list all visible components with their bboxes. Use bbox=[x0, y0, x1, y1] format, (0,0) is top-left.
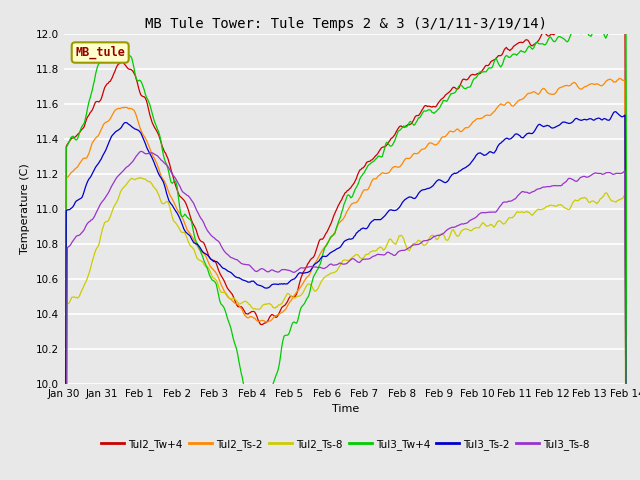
Tul3_Ts-2 bbox=[331, 247, 339, 253]
Tul2_Tw+4 bbox=[365, 158, 372, 164]
Tul3_Tw+4 bbox=[611, 25, 619, 31]
Tul2_Ts-2 bbox=[331, 230, 339, 236]
Line: Tul2_Tw+4: Tul2_Tw+4 bbox=[64, 13, 627, 480]
Tul3_Ts-8 bbox=[611, 171, 619, 177]
Tul2_Ts-8 bbox=[366, 250, 374, 255]
Tul2_Ts-8 bbox=[332, 269, 340, 275]
Tul2_Tw+4 bbox=[396, 124, 403, 130]
Tul3_Ts-2 bbox=[610, 109, 618, 115]
Tul2_Ts-8 bbox=[397, 233, 404, 239]
Tul3_Ts-8 bbox=[523, 189, 531, 195]
Tul3_Ts-8 bbox=[366, 256, 374, 262]
Tul2_Tw+4 bbox=[328, 219, 335, 225]
Tul2_Ts-2 bbox=[522, 94, 529, 99]
Tul3_Ts-2 bbox=[396, 204, 403, 210]
Tul2_Tw+4 bbox=[331, 210, 339, 216]
Tul2_Ts-2 bbox=[365, 185, 372, 191]
Tul2_Ts-8 bbox=[329, 270, 337, 276]
Legend: Tul2_Tw+4, Tul2_Ts-2, Tul2_Ts-8, Tul3_Tw+4, Tul3_Ts-2, Tul3_Ts-8: Tul2_Tw+4, Tul2_Ts-2, Tul2_Ts-8, Tul3_Tw… bbox=[97, 435, 594, 454]
Tul3_Ts-2 bbox=[365, 223, 372, 228]
Tul2_Tw+4 bbox=[522, 37, 529, 43]
Line: Tul3_Ts-2: Tul3_Ts-2 bbox=[64, 112, 627, 480]
Tul3_Tw+4 bbox=[328, 233, 335, 239]
Line: Tul2_Ts-8: Tul2_Ts-8 bbox=[64, 178, 627, 480]
Line: Tul3_Tw+4: Tul3_Tw+4 bbox=[64, 24, 627, 480]
Tul3_Ts-8 bbox=[397, 248, 404, 254]
Line: Tul2_Ts-2: Tul2_Ts-2 bbox=[64, 78, 627, 480]
Tul2_Tw+4 bbox=[610, 21, 618, 27]
Tul3_Ts-8 bbox=[138, 149, 146, 155]
Tul3_Ts-2 bbox=[522, 132, 529, 138]
Tul2_Ts-2 bbox=[396, 164, 403, 170]
Tul3_Tw+4 bbox=[396, 128, 403, 133]
Tul3_Ts-8 bbox=[329, 262, 337, 268]
Line: Tul3_Ts-8: Tul3_Ts-8 bbox=[64, 152, 627, 480]
Tul3_Tw+4 bbox=[522, 49, 529, 55]
Title: MB Tule Tower: Tule Temps 2 & 3 (3/1/11-3/19/14): MB Tule Tower: Tule Temps 2 & 3 (3/1/11-… bbox=[145, 17, 547, 31]
Tul2_Ts-2 bbox=[328, 234, 335, 240]
Tul2_Tw+4 bbox=[621, 11, 628, 16]
Tul3_Ts-2 bbox=[328, 249, 335, 255]
Tul2_Ts-2 bbox=[616, 75, 623, 81]
Tul3_Tw+4 bbox=[331, 230, 339, 236]
Tul3_Tw+4 bbox=[607, 21, 615, 27]
Y-axis label: Temperature (C): Temperature (C) bbox=[20, 163, 30, 254]
X-axis label: Time: Time bbox=[332, 405, 359, 414]
Tul2_Ts-8 bbox=[611, 199, 619, 204]
Tul3_Tw+4 bbox=[365, 162, 372, 168]
Tul3_Ts-8 bbox=[332, 262, 340, 268]
Tul2_Ts-8 bbox=[523, 208, 531, 214]
Tul3_Ts-2 bbox=[612, 109, 620, 115]
Text: MB_tule: MB_tule bbox=[76, 46, 125, 59]
Tul2_Ts-8 bbox=[137, 175, 145, 180]
Tul2_Ts-2 bbox=[610, 79, 618, 85]
